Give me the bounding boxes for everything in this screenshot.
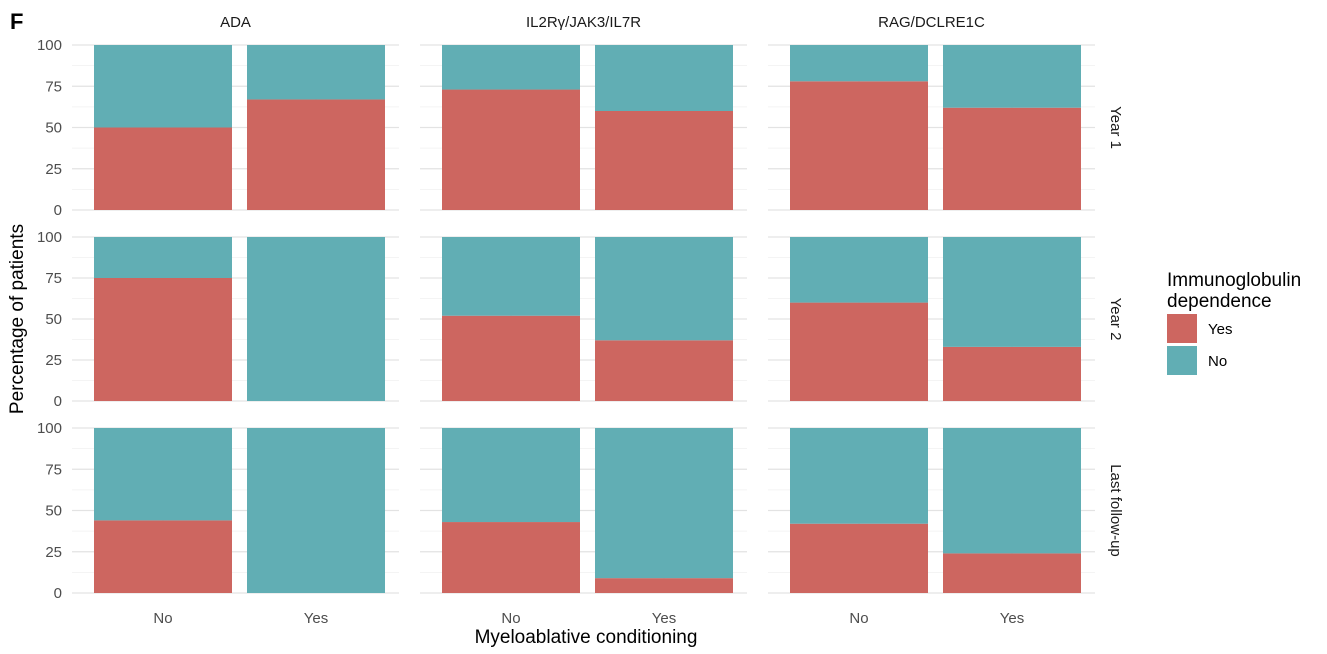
facet-strip-labels: ADA IL2Rγ/JAK3/IL7R RAG/DCLRE1C Year 1 Year … [220,14,1124,557]
y-tick-label: 100 [37,37,62,54]
bar-no-rag-dclre1c-year-1-yes [943,45,1081,108]
bar-yes-rag-dclre1c-year-2-yes [943,346,1081,401]
bar-yes-rag-dclre1c-year-1-no [790,81,928,210]
facet-column-label: RAG/DCLRE1C [878,14,985,31]
bar-yes-il2r-jak3-il7r-last-follow-up-no [442,522,580,593]
bar-yes-ada-year-2-no [94,278,232,401]
bar-no-rag-dclre1c-year-2-yes [943,237,1081,347]
bars [94,45,1081,593]
bar-yes-il2r-jak3-il7r-year-1-no [442,89,580,210]
y-tick-label: 50 [45,311,62,328]
bar-yes-ada-year-1-no [94,127,232,210]
legend-title-line-2: dependence [1167,291,1272,312]
y-tick-label: 0 [54,393,62,410]
y-tick-label: 75 [45,461,62,478]
bar-yes-il2r-jak3-il7r-year-1-yes [595,111,733,210]
legend: Immunoglobulin dependence Yes No [1167,270,1301,375]
y-tick-label: 25 [45,544,62,561]
bar-no-rag-dclre1c-year-1-no [790,45,928,82]
legend-swatch-yes [1167,314,1197,343]
bar-no-il2r-jak3-il7r-year-1-no [442,45,580,90]
y-tick-label: 0 [54,202,62,219]
x-tick-label: Yes [1000,610,1024,627]
legend-label-no: No [1208,353,1227,370]
bar-no-ada-year-2-no [94,237,232,278]
facet-column-label: ADA [220,14,251,31]
bar-yes-rag-dclre1c-last-follow-up-yes [943,553,1081,593]
bar-no-ada-last-follow-up-no [94,428,232,521]
y-tick-label: 100 [37,229,62,246]
bar-no-il2r-jak3-il7r-year-1-yes [595,45,733,111]
bar-no-il2r-jak3-il7r-last-follow-up-yes [595,428,733,579]
legend-swatch-no [1167,346,1197,375]
y-tick-label: 0 [54,585,62,602]
y-tick-label: 50 [45,503,62,520]
facet-row-label: Last follow-up [1107,464,1124,557]
bar-yes-ada-year-1-yes [247,99,385,210]
bar-no-ada-year-1-no [94,45,232,128]
legend-title-line-1: Immunoglobulin [1167,270,1301,291]
x-tick-label: Yes [304,610,328,627]
bar-no-rag-dclre1c-last-follow-up-no [790,428,928,524]
bar-yes-il2r-jak3-il7r-last-follow-up-yes [595,578,733,593]
bar-no-il2r-jak3-il7r-last-follow-up-no [442,428,580,523]
x-axis-title: Myeloablative conditioning [475,627,698,648]
tick-labels: 0 25 50 75 100 0 25 50 75 100 0 25 50 75 100 No Yes No Yes… [37,37,1024,627]
x-tick-label: Yes [652,610,676,627]
bar-no-il2r-jak3-il7r-year-2-yes [595,237,733,341]
bar-yes-rag-dclre1c-last-follow-up-no [790,523,928,593]
panel-label: F [10,9,23,34]
bar-no-rag-dclre1c-last-follow-up-yes [943,428,1081,554]
bar-no-ada-year-2-yes [247,237,385,401]
y-tick-label: 100 [37,420,62,437]
legend-label-yes: Yes [1208,321,1232,338]
bar-yes-rag-dclre1c-year-1-yes [943,107,1081,210]
bar-no-il2r-jak3-il7r-year-2-no [442,237,580,316]
bar-yes-il2r-jak3-il7r-year-2-yes [595,340,733,401]
y-tick-label: 75 [45,78,62,95]
facet-row-label: Year 2 [1107,298,1124,341]
y-tick-label: 25 [45,352,62,369]
x-tick-label: No [153,610,172,627]
facet-column-label: IL2Rγ/JAK3/IL7R [526,14,641,31]
x-tick-label: No [501,610,520,627]
facet-row-label: Year 1 [1107,106,1124,149]
bar-no-ada-last-follow-up-yes [247,428,385,593]
bar-no-ada-year-1-yes [247,45,385,100]
bar-yes-ada-last-follow-up-no [94,520,232,593]
bar-yes-il2r-jak3-il7r-year-2-no [442,315,580,401]
bar-yes-rag-dclre1c-year-2-no [790,302,928,401]
bar-no-rag-dclre1c-year-2-no [790,237,928,303]
y-axis-title: Percentage of patients [7,224,28,414]
y-tick-label: 25 [45,161,62,178]
y-tick-label: 50 [45,120,62,137]
x-tick-label: No [849,610,868,627]
y-tick-label: 75 [45,270,62,287]
